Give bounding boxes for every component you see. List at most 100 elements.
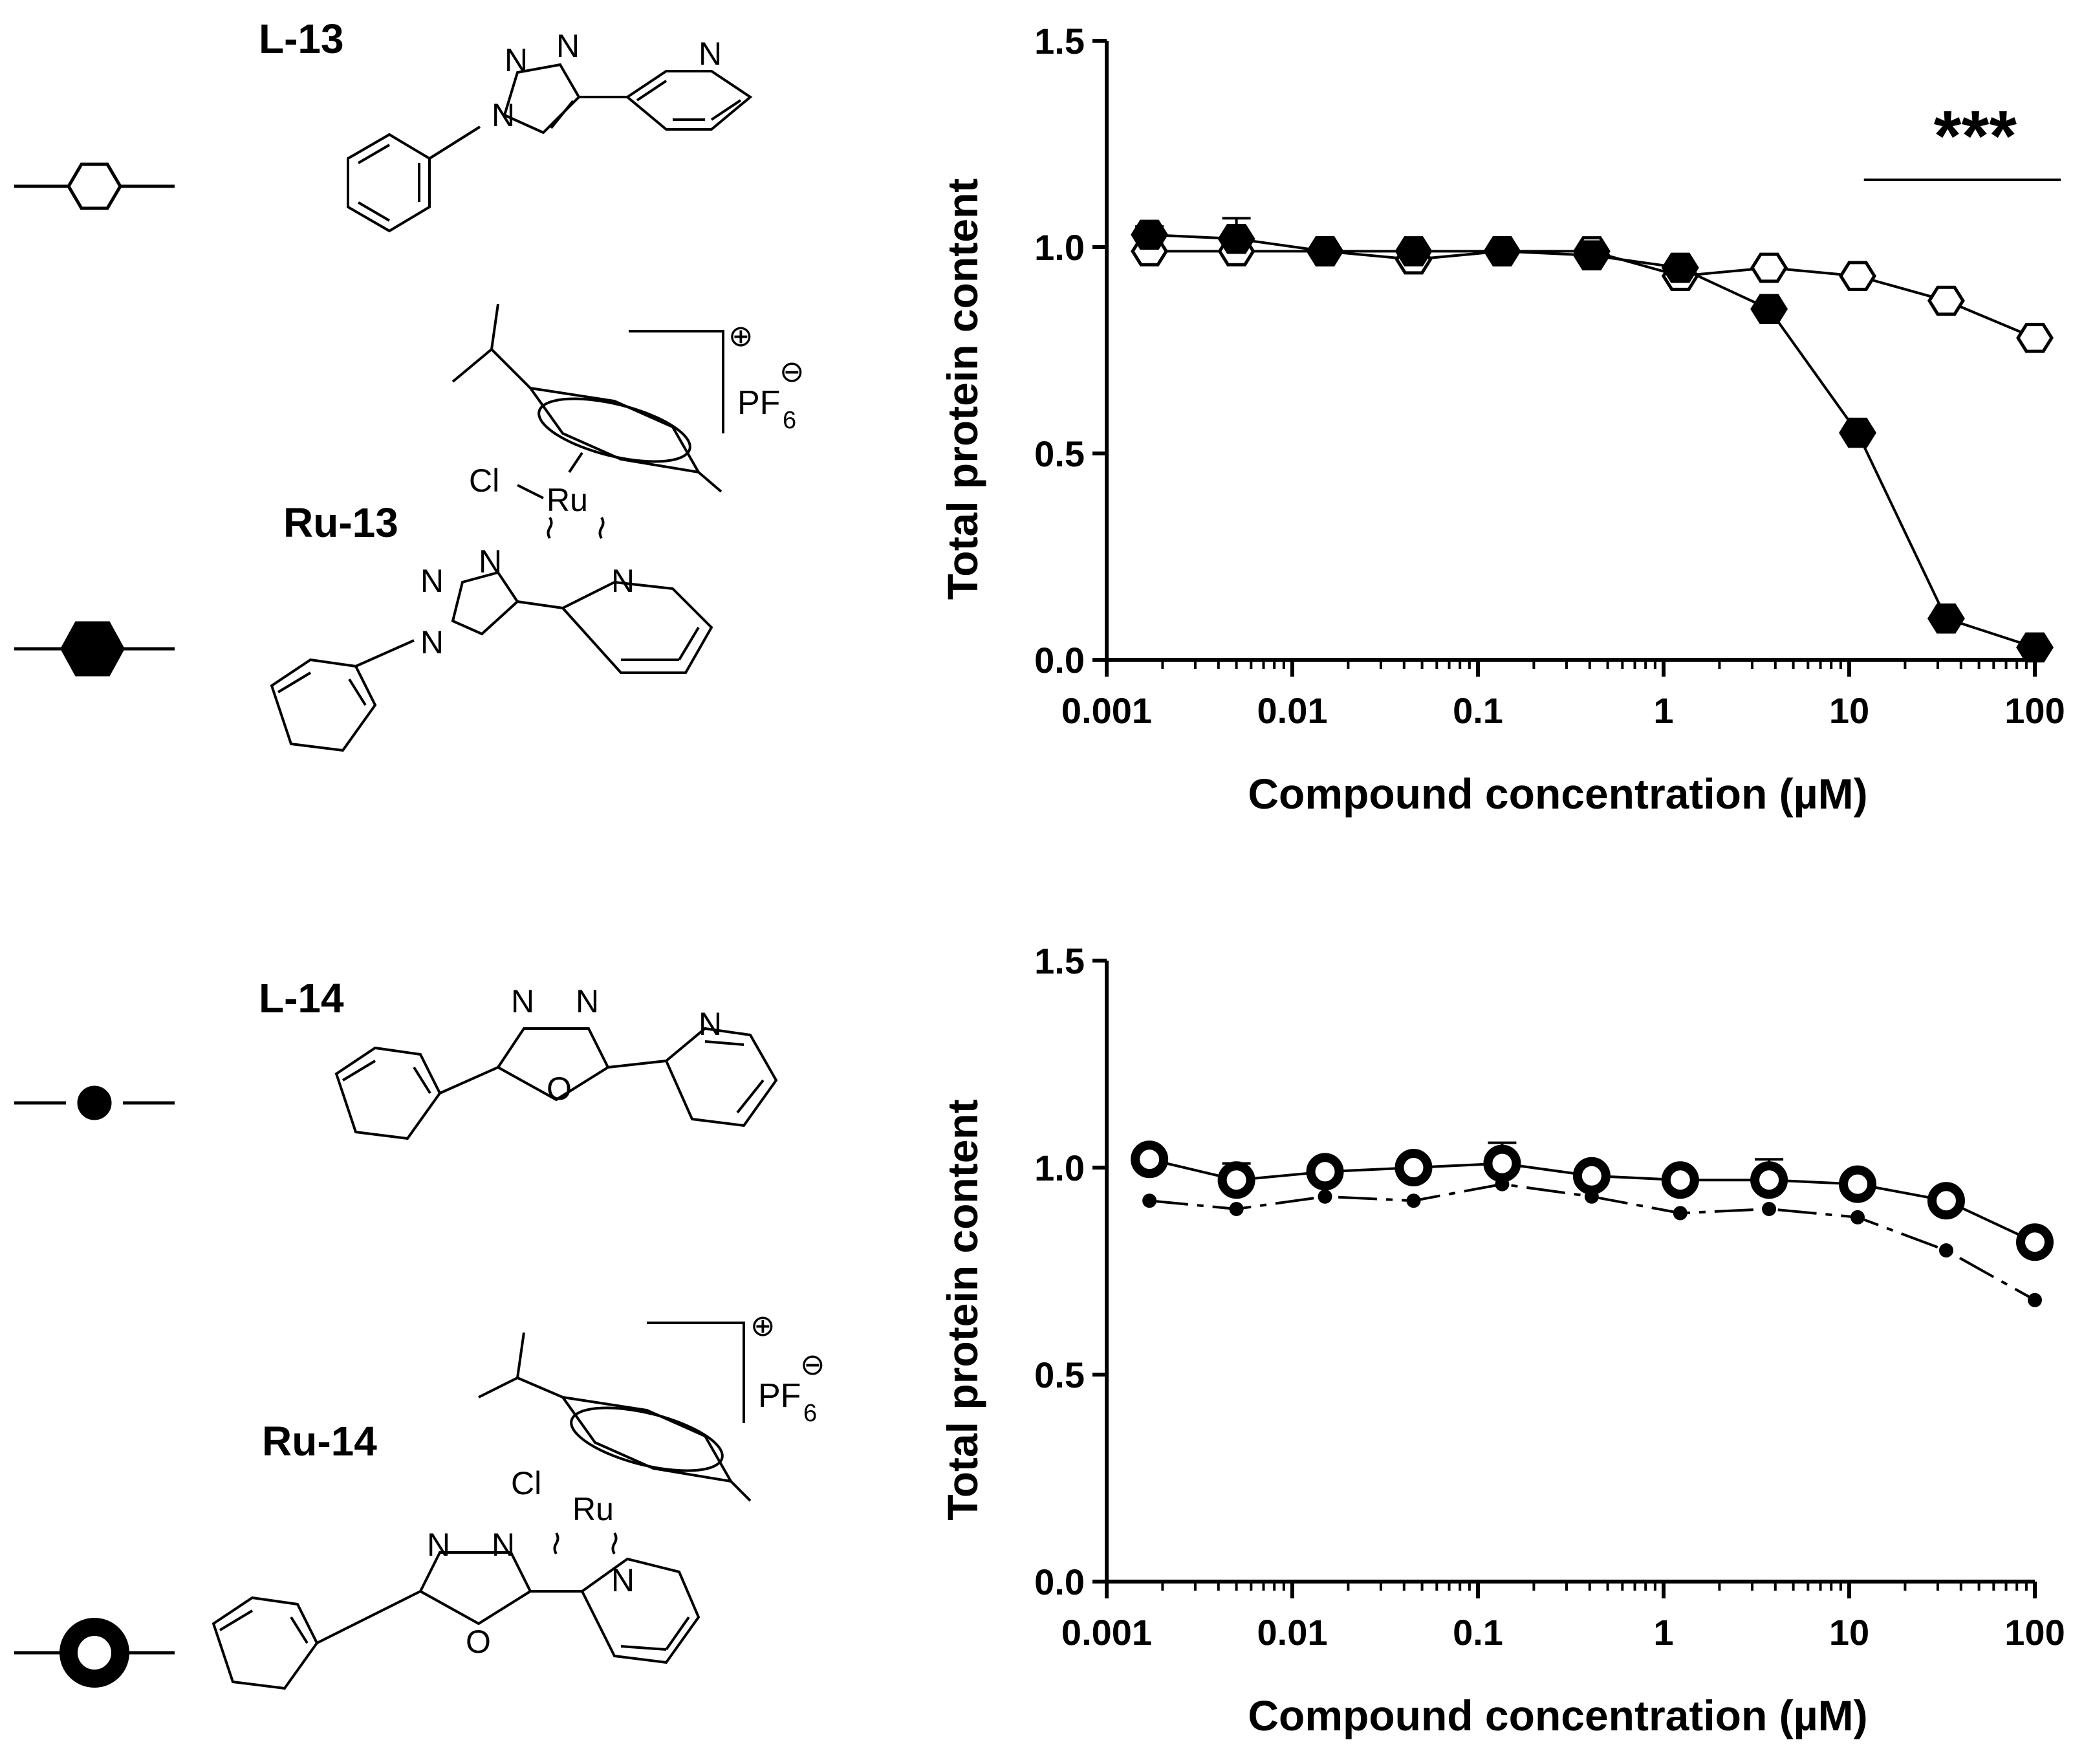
y-tick-label: 0.0 bbox=[1034, 1562, 1085, 1602]
compound-legend: L-13 N N N N bbox=[14, 16, 825, 1690]
compound-label-l13: L-13 bbox=[259, 16, 344, 62]
x-tick-label: 1 bbox=[1653, 690, 1673, 731]
compound-label-l14: L-14 bbox=[259, 975, 344, 1021]
structure-ru14: ⊕ PF 6 ⊖ Cl Ru N N O bbox=[212, 1309, 825, 1690]
data-point bbox=[1661, 252, 1699, 283]
charge-symbol: ⊖ bbox=[800, 1347, 825, 1381]
atom-label: Cl bbox=[511, 1465, 541, 1501]
data-point bbox=[1395, 236, 1433, 267]
data-point bbox=[1572, 240, 1611, 270]
atom-label: N bbox=[556, 28, 580, 64]
y-tick-label: 0.5 bbox=[1034, 1355, 1085, 1395]
data-point bbox=[1306, 1153, 1344, 1191]
x-tick-label: 0.01 bbox=[1257, 690, 1328, 731]
series-ru-13 bbox=[1131, 217, 2054, 663]
atom-label: N bbox=[611, 1562, 635, 1598]
legend-entry-ru13: Ru-13 ⊕ PF 6 ⊖ Cl Ru bbox=[14, 303, 805, 752]
data-point bbox=[1927, 1182, 1965, 1220]
atom-label: O bbox=[466, 1624, 491, 1660]
data-point bbox=[2016, 1223, 2054, 1261]
data-point bbox=[1229, 1202, 1244, 1216]
compound-label-ru14: Ru-14 bbox=[262, 1418, 377, 1465]
y-axis-title: Total protein content bbox=[939, 179, 986, 600]
x-axis-title: Compound concentration (µM) bbox=[1248, 770, 1867, 818]
data-point bbox=[1217, 224, 1255, 254]
significance-label: *** bbox=[1934, 96, 2017, 176]
atom-label: N bbox=[611, 563, 635, 599]
y-tick-label: 1.0 bbox=[1034, 1148, 1085, 1188]
legend-entry-ru14: Ru-14 ⊕ PF 6 ⊖ Cl Ru bbox=[14, 1309, 825, 1690]
series-ru-14 bbox=[1131, 1140, 2054, 1261]
legend-entry-l13: L-13 N N N N bbox=[14, 16, 753, 233]
x-axis-title: Compound concentration (µM) bbox=[1248, 1692, 1867, 1739]
data-point bbox=[1851, 1210, 1865, 1225]
charge-symbol: ⊕ bbox=[750, 1309, 776, 1342]
data-point bbox=[1661, 1161, 1699, 1199]
atom-label: N bbox=[420, 563, 444, 599]
charge-symbol: ⊖ bbox=[779, 354, 805, 388]
data-point bbox=[1839, 261, 1876, 291]
data-point bbox=[2016, 632, 2054, 663]
atom-label: Ru bbox=[572, 1491, 614, 1527]
y-tick-label: 1.5 bbox=[1034, 941, 1085, 981]
data-point bbox=[1572, 1157, 1611, 1195]
atom-label: N bbox=[479, 543, 502, 580]
legend-marker-thick-ring bbox=[14, 1618, 175, 1688]
data-point bbox=[1483, 1144, 1521, 1182]
legend-marker-small-filled-circle bbox=[14, 1085, 175, 1120]
data-point bbox=[1927, 603, 1965, 634]
data-point bbox=[1142, 1193, 1157, 1208]
series-l-14 bbox=[1142, 1177, 2042, 1307]
atom-label: O bbox=[547, 1071, 572, 1107]
data-point bbox=[1406, 1193, 1421, 1208]
legend-marker-filled-hexagon bbox=[14, 621, 175, 677]
x-tick-label: 0.001 bbox=[1061, 1612, 1152, 1653]
x-tick-label: 0.001 bbox=[1061, 690, 1152, 731]
charge-symbol: ⊕ bbox=[728, 319, 754, 353]
atom-label: N bbox=[492, 97, 515, 133]
counterion-subscript: 6 bbox=[783, 407, 796, 434]
data-point bbox=[2028, 1292, 2042, 1307]
data-point bbox=[1762, 1202, 1777, 1216]
compound-label-ru13: Ru-13 bbox=[283, 499, 398, 546]
y-tick-label: 1.0 bbox=[1034, 227, 1085, 268]
data-point bbox=[1938, 1243, 1953, 1258]
data-point bbox=[1306, 236, 1344, 267]
x-tick-label: 100 bbox=[2004, 1612, 2065, 1653]
x-tick-label: 0.01 bbox=[1257, 1612, 1328, 1653]
atom-label: Cl bbox=[469, 463, 499, 499]
x-tick-label: 10 bbox=[1829, 1612, 1869, 1653]
data-point bbox=[1673, 1206, 1688, 1221]
atom-label: N bbox=[492, 1527, 515, 1563]
counterion-label: PF bbox=[737, 384, 780, 422]
x-tick-label: 0.1 bbox=[1453, 690, 1503, 731]
data-point bbox=[1750, 294, 1788, 324]
data-point bbox=[1839, 417, 1876, 448]
x-tick-label: 0.1 bbox=[1453, 1612, 1503, 1653]
data-point bbox=[1750, 252, 1788, 283]
atom-label: N bbox=[576, 983, 599, 1019]
structure-ru13: ⊕ PF 6 ⊖ Cl Ru bbox=[270, 303, 805, 752]
data-point bbox=[1750, 1161, 1788, 1199]
y-axis-title: Total protein content bbox=[939, 1099, 986, 1520]
data-point bbox=[1927, 285, 1965, 316]
atom-label: N bbox=[699, 36, 722, 72]
legend-entry-l14: L-14 N N O N bbox=[14, 975, 778, 1140]
data-point bbox=[1395, 1149, 1433, 1186]
data-point bbox=[1217, 1161, 1255, 1199]
y-tick-label: 0.5 bbox=[1034, 433, 1085, 474]
data-point bbox=[1318, 1189, 1332, 1204]
atom-label: N bbox=[427, 1527, 450, 1563]
y-tick-label: 0.0 bbox=[1034, 640, 1085, 681]
data-point bbox=[2016, 323, 2054, 353]
x-tick-label: 10 bbox=[1829, 690, 1869, 731]
y-tick-label: 1.5 bbox=[1034, 21, 1085, 61]
structure-l14: N N O N bbox=[334, 983, 778, 1140]
atom-label: N bbox=[699, 1006, 722, 1042]
series-line bbox=[1149, 233, 2035, 649]
atom-label: N bbox=[420, 624, 444, 660]
x-tick-label: 1 bbox=[1653, 1612, 1673, 1653]
counterion-subscript: 6 bbox=[803, 1400, 817, 1427]
atom-label: N bbox=[505, 42, 528, 78]
